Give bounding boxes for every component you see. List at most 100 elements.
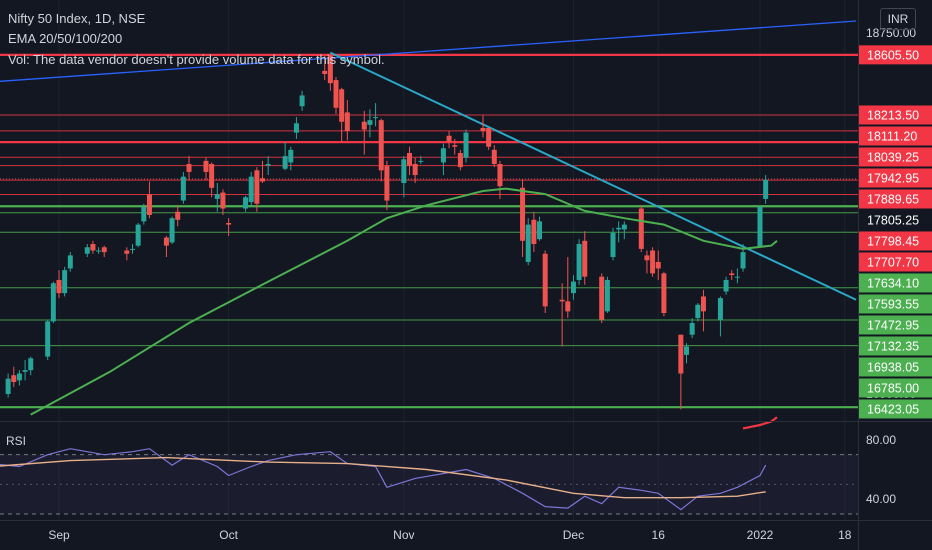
candle-body (655, 261, 661, 269)
candle-body (243, 197, 249, 209)
candle-body (537, 221, 543, 240)
trend-line-top (0, 20, 857, 82)
price-level-badge: 18213.50 (859, 105, 932, 125)
indicator-legend[interactable]: EMA 20/50/100/200 (8, 31, 123, 46)
candle-body (141, 206, 147, 222)
price-level-badge: 17472.95 (859, 315, 932, 335)
candle-body (689, 323, 695, 335)
rsi-ma-line (0, 456, 766, 499)
candle-body (96, 250, 102, 252)
time-axis[interactable]: Sep Oct Nov Dec 16 2022 18 (48, 528, 851, 542)
candle-body (412, 164, 418, 176)
price-level-badge-bg (859, 210, 932, 230)
price-level-badge-label: 17707.70 (867, 255, 919, 269)
candle-body (90, 244, 96, 251)
price-level-lines (0, 53, 858, 409)
price-level-badge: 18039.25 (859, 147, 932, 167)
candle-body (5, 378, 11, 394)
candle-body (542, 253, 548, 307)
symbol-title[interactable]: Nifty 50 Index, 1D, NSE (8, 11, 146, 26)
candle-body (520, 187, 526, 241)
price-level-badge-bg (859, 273, 932, 293)
candle-body (497, 164, 503, 187)
rsi-tick-label: 80.00 (866, 433, 896, 447)
candle-body (101, 247, 107, 253)
candle-body (610, 232, 616, 258)
candle-body (220, 192, 226, 209)
candle-body (209, 164, 215, 188)
price-level-badges: 18605.50 18213.50 18111.20 18039.25 17942.95… (859, 45, 932, 419)
candle-body (582, 240, 588, 277)
rsi-tick-label: 40.00 (866, 492, 896, 506)
candle-body (565, 301, 571, 312)
candle-body (650, 250, 656, 274)
price-level-badge: 16938.05 (859, 357, 932, 377)
candle-body (84, 247, 90, 254)
trend-line-down (329, 51, 857, 301)
price-level-badge-label: 18111.20 (867, 129, 917, 143)
price-level-badge-bg (859, 189, 932, 209)
candle-body (576, 244, 582, 280)
price-level-badge-label: 17132.35 (867, 339, 919, 353)
candle-body (491, 149, 497, 165)
price-level-badge: 17805.25 (859, 210, 932, 230)
candle-body (740, 252, 746, 269)
price-level-badge-label: 16938.05 (867, 360, 919, 374)
candle-body (678, 334, 684, 374)
price-level-badge: 18111.20 (859, 126, 932, 146)
candle-body (129, 248, 135, 250)
price-level-badge-label: 17634.10 (867, 276, 919, 290)
price-level-badge-label: 17805.25 (867, 213, 919, 227)
candle-body (146, 194, 152, 215)
candle-body (684, 346, 690, 355)
candle-body (559, 299, 565, 302)
price-level-badge-bg (859, 336, 932, 356)
price-level-badge-label: 16423.05 (867, 402, 919, 416)
price-level-badge: 17889.65 (859, 189, 932, 209)
rsi-pane (0, 448, 858, 515)
price-level-badge: 17593.55 (859, 294, 932, 314)
price-level-badge-bg (859, 252, 932, 272)
candle-body (339, 89, 345, 122)
price-level-badge-label: 17472.95 (867, 318, 919, 332)
price-level-badge-label: 18605.50 (867, 48, 919, 62)
candle-body (254, 170, 260, 204)
price-level-badge-bg (859, 126, 932, 146)
candle-body (299, 95, 305, 107)
candle-body (644, 255, 650, 261)
candle-body (248, 176, 254, 203)
price-level-badge-bg (859, 231, 932, 251)
candle-body (700, 296, 706, 312)
currency-button[interactable]: INR (880, 8, 916, 30)
candle-body (373, 117, 379, 119)
time-tick-label: Dec (563, 528, 584, 542)
candle-body (452, 145, 458, 147)
time-tick-label: 16 (652, 528, 666, 542)
candle-body (599, 276, 605, 320)
price-level-badge-bg (859, 147, 932, 167)
candle-body (214, 194, 220, 199)
candle-body (203, 160, 209, 172)
candle-body (163, 237, 169, 246)
candle-body (135, 224, 141, 246)
rsi-label: RSI (6, 434, 26, 448)
price-level-badge-label: 17942.95 (867, 171, 919, 185)
price-level-badge: 16785.00 (859, 378, 932, 398)
candle-body (418, 160, 424, 162)
price-level-badge-label: 18039.25 (867, 150, 919, 164)
candle-body (265, 164, 271, 166)
candle-body (50, 283, 56, 322)
candle-body (282, 156, 288, 169)
candles (5, 54, 769, 410)
price-level-badge: 17634.10 (859, 273, 932, 293)
price-level-badge: 17798.45 (859, 231, 932, 251)
candle-body (175, 211, 181, 220)
candle-body (638, 208, 644, 249)
candle-body (757, 206, 763, 248)
candle-body (604, 279, 610, 312)
candle-body (717, 298, 723, 320)
ema-line-green (30, 187, 778, 416)
trend-lines (0, 20, 857, 301)
price-level-badge: 17942.95 (859, 168, 932, 188)
